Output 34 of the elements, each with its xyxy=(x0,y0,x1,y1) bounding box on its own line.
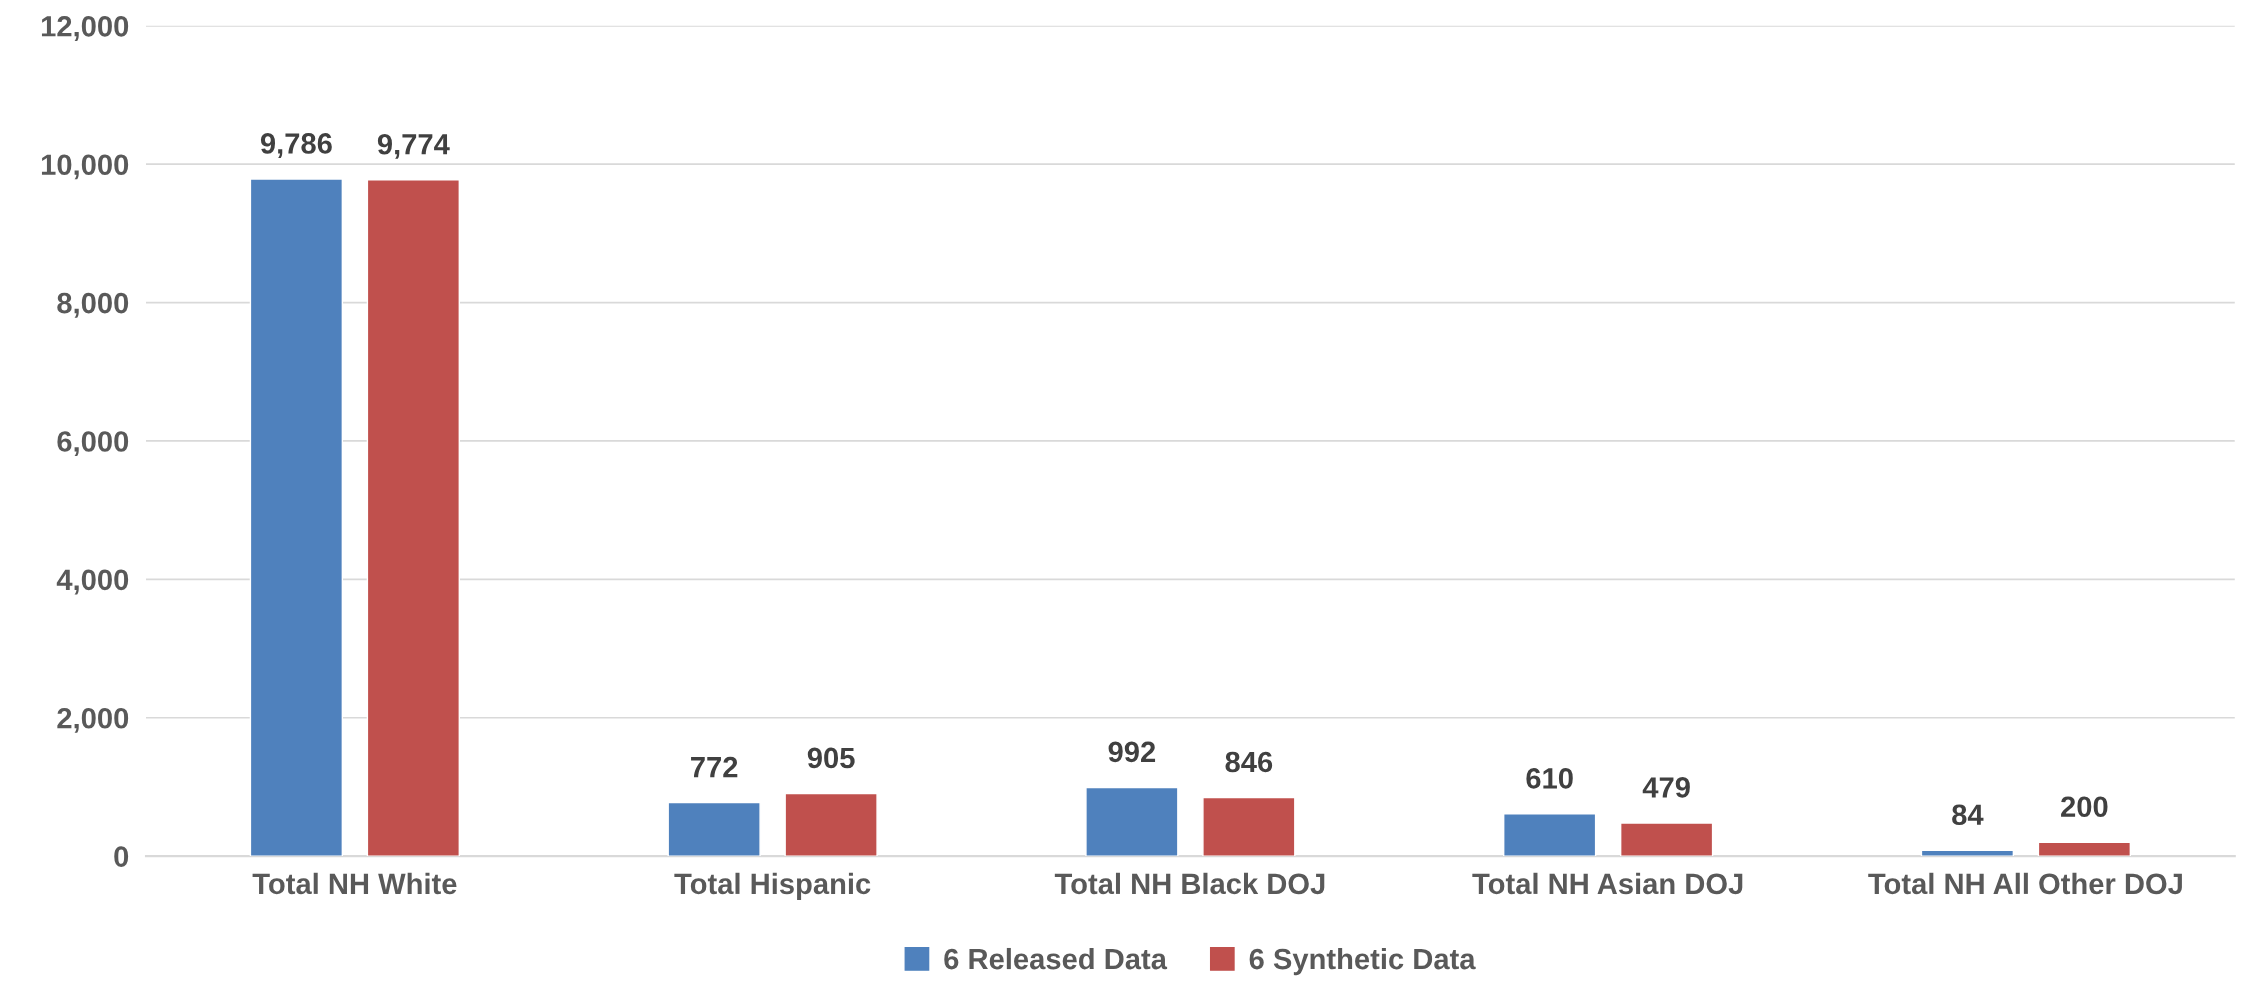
x-tick-label: Total NH White xyxy=(252,872,457,895)
data-label: 772 xyxy=(691,756,738,778)
y-tick-label: 6,000 xyxy=(57,431,129,457)
y-tick-label: 8,000 xyxy=(57,292,129,318)
x-tick-label: Total Hispanic xyxy=(674,872,871,900)
data-label: 9,786 xyxy=(260,133,332,158)
bar xyxy=(784,792,878,857)
data-label: 479 xyxy=(1642,777,1690,798)
bar xyxy=(1920,849,2015,857)
bar xyxy=(2037,841,2132,857)
data-label: 992 xyxy=(1108,741,1156,763)
y-tick-label: 2,000 xyxy=(57,707,129,733)
bar xyxy=(1202,796,1296,857)
y-tick-label: 4,000 xyxy=(56,569,129,595)
y-tick-label: 12,000 xyxy=(41,15,129,41)
x-tick-label: Total NH All Other DOJ xyxy=(1868,872,2182,895)
legend-label: 6 Released Data xyxy=(944,947,1168,970)
bar xyxy=(1085,786,1179,857)
data-label: 9,774 xyxy=(377,133,450,159)
bar xyxy=(249,178,344,857)
y-tick-label: 0 xyxy=(114,846,129,867)
data-label: 200 xyxy=(2061,796,2108,818)
data-label: 846 xyxy=(1225,751,1273,773)
data-label: 610 xyxy=(1526,768,1573,789)
bar xyxy=(1503,813,1597,857)
y-tick-label: 10,000 xyxy=(41,154,129,180)
data-label: 84 xyxy=(1952,804,1984,826)
bar xyxy=(366,179,461,857)
legend-label: 6 Synthetic Data xyxy=(1249,947,1476,976)
x-tick-label: Total NH Black DOJ xyxy=(1054,872,1325,895)
data-label: 905 xyxy=(807,747,855,769)
bar xyxy=(667,801,761,857)
bar xyxy=(1619,822,1714,857)
x-tick-label: Total NH Asian DOJ xyxy=(1472,872,1743,895)
